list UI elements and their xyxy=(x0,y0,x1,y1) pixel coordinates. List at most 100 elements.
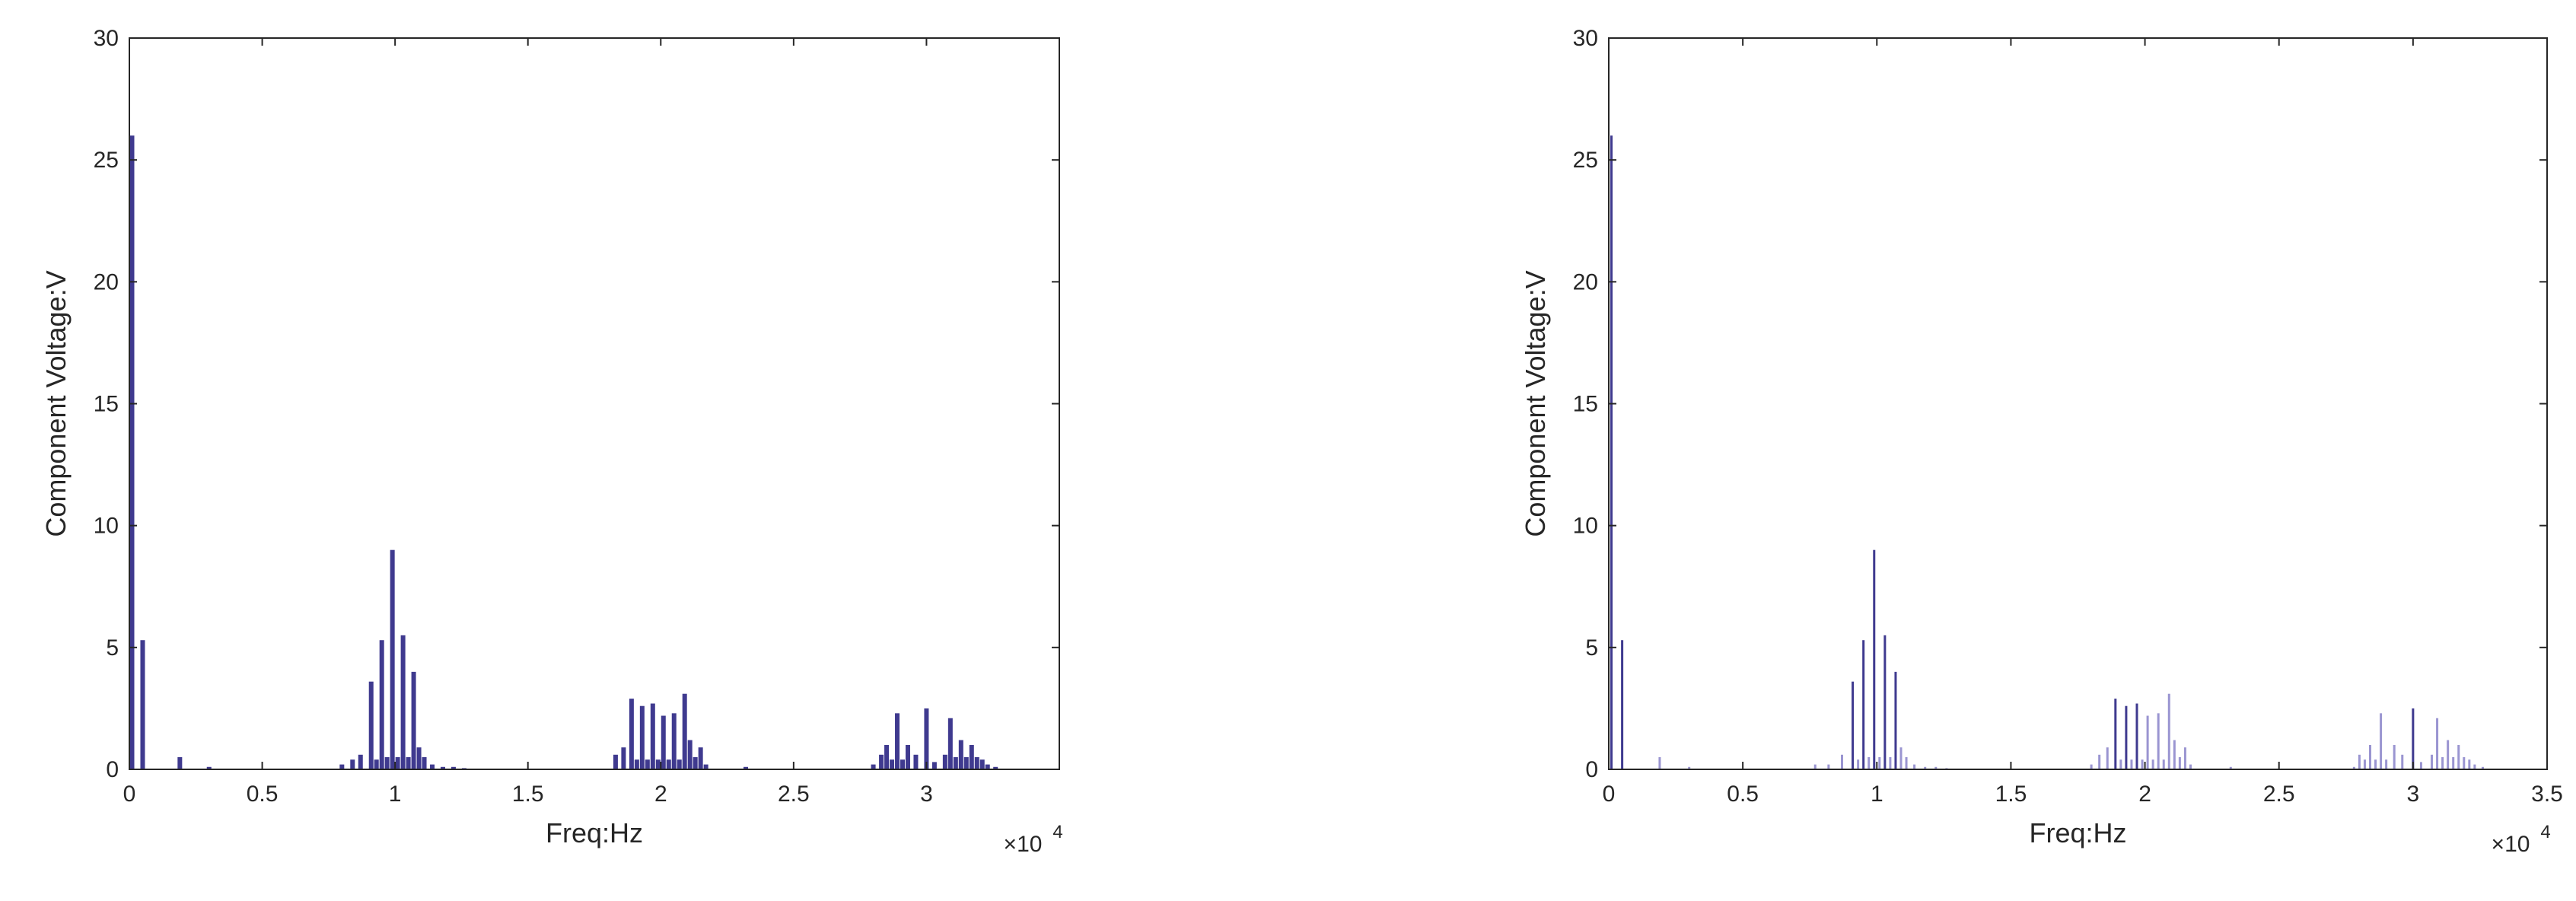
bar xyxy=(430,764,435,769)
x-tick-label: 2 xyxy=(2138,782,2151,807)
bar xyxy=(1873,549,1876,769)
bar xyxy=(953,756,958,769)
bar xyxy=(2441,756,2444,769)
bar xyxy=(2130,759,2133,769)
x-exponent-power: 4 xyxy=(2540,822,2550,842)
bar xyxy=(1610,135,1613,770)
x-tick-label: 0.5 xyxy=(1727,782,1759,807)
y-tick-label: 10 xyxy=(1573,514,1598,539)
bar xyxy=(871,764,876,769)
bar-series xyxy=(1610,135,2484,770)
bar xyxy=(890,759,895,769)
bar xyxy=(2352,766,2355,769)
y-tick-label: 20 xyxy=(1573,269,1598,294)
bar xyxy=(1878,756,1881,769)
bar xyxy=(2431,754,2434,769)
bar xyxy=(2229,766,2232,769)
bar xyxy=(2401,754,2404,769)
bar xyxy=(1905,756,1908,769)
y-tick-label: 30 xyxy=(1573,26,1598,51)
bar xyxy=(879,754,884,769)
bar xyxy=(2363,759,2366,769)
bar xyxy=(645,759,650,769)
bar xyxy=(2114,699,2117,769)
y-tick-label: 5 xyxy=(106,635,119,661)
bar xyxy=(687,740,693,769)
bar xyxy=(661,715,666,769)
bar xyxy=(744,766,749,769)
bar xyxy=(2151,759,2154,769)
bar xyxy=(374,759,379,769)
bar xyxy=(2189,764,2192,769)
bar xyxy=(384,756,390,769)
bar xyxy=(129,135,135,770)
y-tick-label: 0 xyxy=(1585,757,1598,782)
x-exponent-label: ×10 xyxy=(2492,832,2530,857)
bar xyxy=(1621,640,1624,769)
y-tick-label: 30 xyxy=(94,26,119,51)
y-tick-label: 5 xyxy=(1585,635,1598,661)
bar xyxy=(1840,754,1843,769)
bar xyxy=(2468,759,2471,769)
bar xyxy=(379,640,384,769)
bar-series xyxy=(129,135,998,770)
bar xyxy=(350,759,355,769)
bar xyxy=(2141,759,2144,769)
bar xyxy=(613,754,618,769)
bar xyxy=(390,549,395,769)
bar xyxy=(1924,766,1927,769)
x-axis-label: Freq:Hz xyxy=(2029,817,2126,848)
bar xyxy=(2098,754,2101,769)
bar xyxy=(655,759,661,769)
bar xyxy=(905,744,910,769)
bar xyxy=(2135,703,2138,769)
bar xyxy=(958,740,963,769)
bar xyxy=(884,744,890,769)
bar xyxy=(1827,764,1830,769)
bar xyxy=(2393,744,2396,769)
bar xyxy=(1857,759,1860,769)
bar xyxy=(671,713,677,769)
bar xyxy=(639,705,645,769)
bar xyxy=(400,635,406,769)
x-tick-label: 2.5 xyxy=(2263,782,2295,807)
bar xyxy=(451,766,456,769)
bar xyxy=(2090,764,2093,769)
x-tick-label: 3 xyxy=(920,782,933,807)
bar xyxy=(2457,744,2460,769)
bar xyxy=(2447,740,2450,769)
bar xyxy=(2419,762,2422,769)
bar xyxy=(900,759,906,769)
bar xyxy=(1899,747,1903,769)
bar xyxy=(422,756,427,769)
bar xyxy=(666,759,671,769)
bar xyxy=(629,699,634,769)
x-tick-label: 3.5 xyxy=(2531,782,2563,807)
y-tick-label: 15 xyxy=(1573,392,1598,417)
y-tick-label: 15 xyxy=(94,392,119,417)
bar xyxy=(969,744,974,769)
bar xyxy=(693,756,698,769)
bar xyxy=(2162,759,2165,769)
bar xyxy=(368,681,374,769)
bar xyxy=(942,754,947,769)
axes-box xyxy=(129,37,1060,770)
bar xyxy=(993,766,998,769)
bar xyxy=(2106,747,2109,769)
bar xyxy=(1889,756,1892,769)
bar xyxy=(140,640,145,769)
bar xyxy=(2178,756,2181,769)
x-exponent-label: ×10 xyxy=(1004,832,1043,857)
y-tick-label: 25 xyxy=(94,148,119,173)
bar xyxy=(682,693,687,769)
bar xyxy=(2146,715,2149,769)
bar xyxy=(1913,764,1916,769)
bar xyxy=(703,764,708,769)
x-tick-label: 0 xyxy=(1603,782,1616,807)
bar xyxy=(1934,766,1938,769)
bar xyxy=(1862,640,1865,769)
bar xyxy=(2173,740,2176,769)
bar xyxy=(2157,713,2160,769)
x-tick-label: 2 xyxy=(654,782,667,807)
